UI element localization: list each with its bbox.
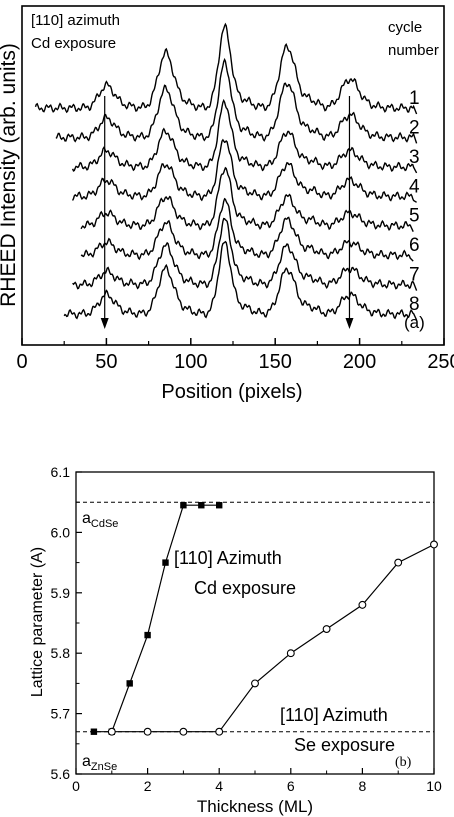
peak-marker-lines xyxy=(100,96,354,329)
intensity-curve xyxy=(34,22,418,115)
y-tick-label-b: 5.9 xyxy=(51,585,71,601)
reference-lines xyxy=(76,501,434,733)
intensity-curve xyxy=(71,138,417,203)
intensity-curve xyxy=(80,166,414,232)
marker-arrowhead xyxy=(100,318,109,329)
intensity-curve xyxy=(71,98,418,174)
legend-header-line-2: number xyxy=(388,42,439,59)
y-tick-label-b: 6.1 xyxy=(51,464,71,480)
y-axis-title-b: Lattice parameter (A) xyxy=(29,547,46,697)
y-tick-label-b: 5.8 xyxy=(51,645,71,661)
y-tick-label-b: 6.0 xyxy=(51,524,71,540)
annotation-cd-line-1: [110] Azimuth xyxy=(174,548,282,568)
x-tick-label-a: 150 xyxy=(259,351,292,373)
annotation-cd-line-2: Cd exposure xyxy=(194,578,296,598)
cycle-label: 8 xyxy=(409,294,420,315)
data-point-circle xyxy=(430,540,438,549)
annotation-se-line-2: Se exposure xyxy=(294,735,395,755)
x-tick-label-a: 0 xyxy=(16,351,27,373)
data-point-circle xyxy=(179,727,188,736)
y-axis-title-a: RHEED Intensity (arb. units) xyxy=(0,43,20,307)
x-tick-label-b: 4 xyxy=(215,778,223,794)
series-line xyxy=(93,504,220,733)
data-point-square xyxy=(108,728,115,735)
data-point-square xyxy=(90,728,98,735)
x-tick-label-b: 2 xyxy=(144,778,152,794)
x-tick-label-b: 10 xyxy=(426,778,442,794)
data-point-circle xyxy=(394,558,403,567)
intensity-curves xyxy=(34,22,418,321)
x-tick-label-a: 100 xyxy=(174,351,207,373)
cycle-label: 4 xyxy=(409,176,420,197)
data-point-square xyxy=(126,680,133,687)
cycle-label: 3 xyxy=(409,147,420,168)
data-point-circle xyxy=(251,679,259,688)
legend-header-line-1: cycle xyxy=(388,19,422,36)
x-tick-label-a: 50 xyxy=(95,351,117,373)
cycle-label: 2 xyxy=(409,117,420,138)
intensity-curve xyxy=(55,57,418,144)
x-tick-label-b: 0 xyxy=(72,778,80,794)
intensity-curve xyxy=(63,240,418,321)
data-point-circle xyxy=(358,600,367,609)
y-tick-label-b: 5.6 xyxy=(51,766,71,782)
data-point-square xyxy=(144,631,151,639)
annotation-se-line-1: [110] Azimuth xyxy=(280,705,388,725)
x-tick-label-a: 250 xyxy=(427,351,454,373)
data-point-square xyxy=(216,502,223,509)
cycle-number-labels: 1 2 3 4 5 6 7 8 xyxy=(409,88,420,315)
cycle-label: 6 xyxy=(409,235,420,256)
intensity-curve xyxy=(80,197,414,262)
intensity-curve xyxy=(72,217,418,291)
data-point-circle xyxy=(286,649,295,658)
x-tick-label-b: 8 xyxy=(359,778,367,794)
cycle-label: 1 xyxy=(409,88,420,109)
data-point-square xyxy=(162,559,169,566)
data-point-square xyxy=(198,502,205,509)
data-point-circle xyxy=(322,625,331,633)
plot-frame-a xyxy=(21,5,445,346)
x-tick-label-a: 200 xyxy=(343,351,376,373)
panel-label-a: (a) xyxy=(404,313,425,332)
x-axis-title-a: Position (pixels) xyxy=(161,381,302,403)
lattice-series xyxy=(90,502,438,736)
series-line xyxy=(111,543,435,733)
axes-ticks-b: 0 2 4 6 8 10 5.6 5.7 5.8 5.9 6.0 6.1 xyxy=(51,464,442,794)
annotation-line-1-a: [110] azimuth xyxy=(31,12,120,29)
chart-a: 0 50 100 150 200 250 1 2 3 4 5 6 7 8 [110] azimuth C… xyxy=(0,5,454,403)
plot-frame-b xyxy=(75,471,435,775)
panel-label-b: (b) xyxy=(395,755,412,770)
marker-arrowhead xyxy=(345,318,354,329)
ref-label-znse: aZnSe xyxy=(82,753,117,773)
ref-label-cdse: aCdSe xyxy=(82,510,118,530)
data-point-circle xyxy=(215,727,224,736)
cycle-label: 7 xyxy=(409,265,420,286)
annotation-line-2-a: Cd exposure xyxy=(31,35,116,52)
data-point-circle xyxy=(107,727,116,736)
data-point-square xyxy=(180,502,187,509)
x-axis-title-b: Thickness (ML) xyxy=(197,797,313,816)
data-point-circle xyxy=(143,727,152,736)
y-tick-label-b: 5.7 xyxy=(51,706,71,722)
x-axis-ticks-a: 0 50 100 150 200 250 xyxy=(16,338,454,373)
cycle-label: 5 xyxy=(409,206,420,227)
x-tick-label-b: 6 xyxy=(287,778,295,794)
